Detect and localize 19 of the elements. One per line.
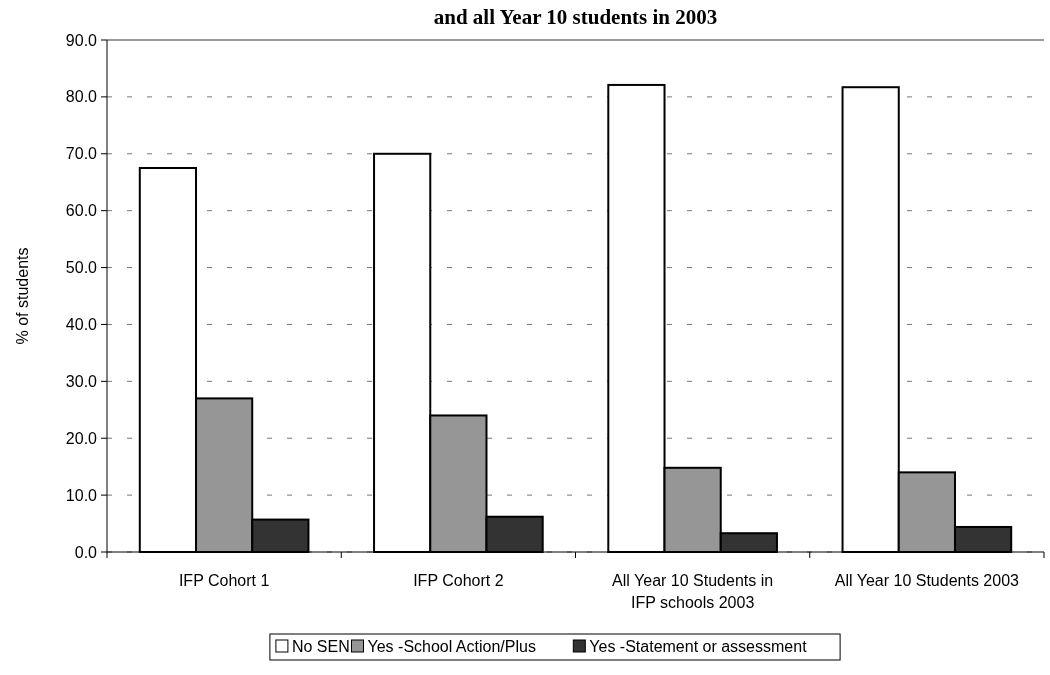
x-tick-label: All Year 10 Students in IFP schools 2003	[612, 572, 774, 611]
x-tick-label: All Year 10 Students 2003	[834, 572, 1020, 589]
legend-label: Yes -School Action/Plus	[367, 638, 536, 655]
y-tick-label: 0.0	[74, 543, 98, 561]
x-tick-label: IFP Cohort 1	[178, 572, 270, 589]
chart-title: and all Year 10 students in 2003	[433, 5, 718, 29]
y-tick-label: 80.0	[65, 88, 98, 106]
y-tick-label: 70.0	[65, 145, 98, 163]
y-tick-label: 40.0	[65, 316, 98, 334]
y-tick-label: 60.0	[65, 202, 98, 220]
y-tick-label: 90.0	[65, 31, 98, 49]
y-axis-title: % of students	[14, 247, 31, 345]
y-tick-label: 10.0	[65, 486, 98, 504]
y-tick-label: 50.0	[65, 259, 98, 277]
legend-label: No SEN	[291, 638, 350, 655]
x-tick-label: IFP Cohort 2	[413, 572, 504, 589]
y-tick-label: 20.0	[65, 429, 98, 447]
y-tick-label: 30.0	[65, 372, 98, 390]
legend-label: Yes -Statement or assessment	[589, 638, 808, 655]
